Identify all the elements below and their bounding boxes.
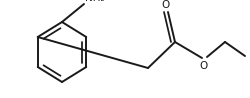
Text: NH₂: NH₂ [85, 0, 104, 3]
Text: O: O [199, 61, 207, 71]
Text: O: O [162, 0, 170, 10]
